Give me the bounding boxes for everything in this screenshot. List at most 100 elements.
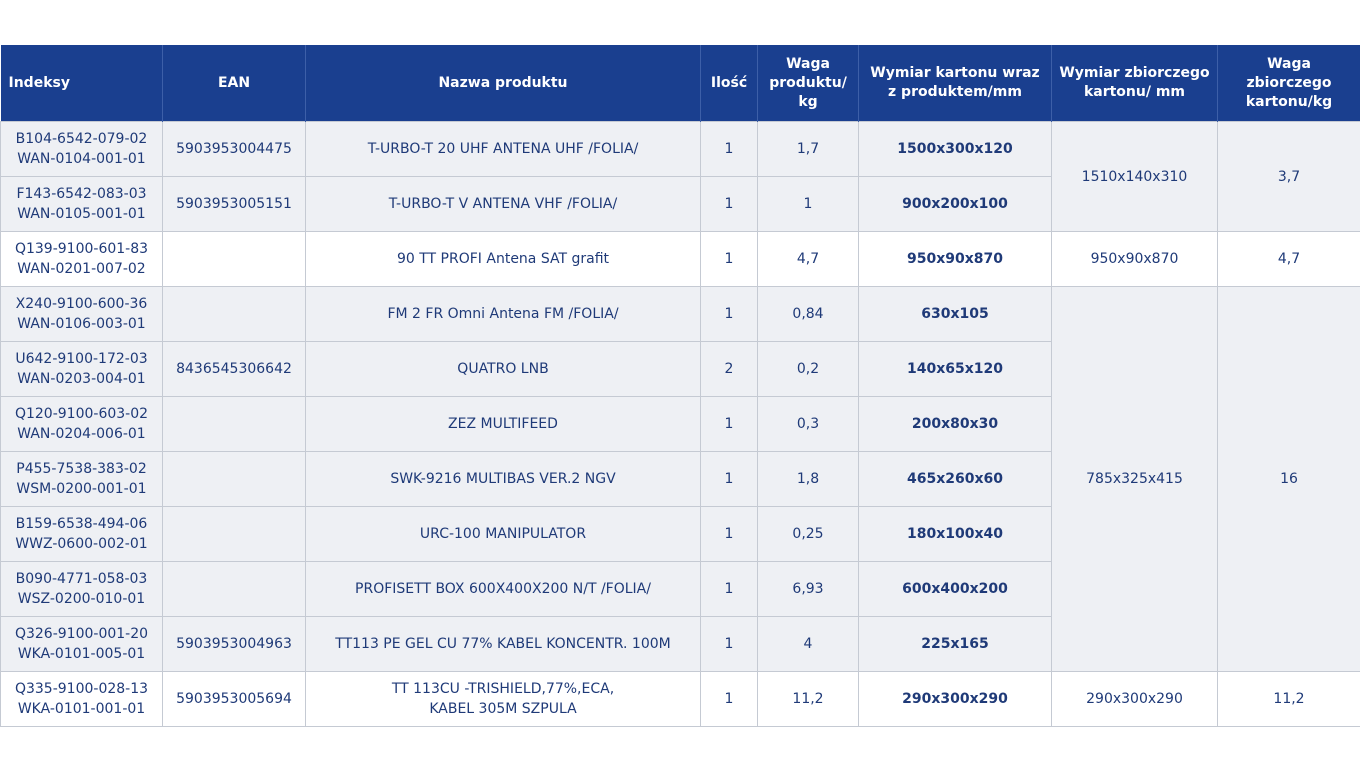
cell-indeksy: B159-6538-494-06 WWZ-0600-002-01 bbox=[0, 506, 163, 562]
table-row: B104-6542-079-02 WAN-0104-001-01 590395300… bbox=[0, 121, 1360, 232]
cell-wymiar-zbiorczego: 290x300x290 bbox=[1051, 671, 1218, 727]
cell-wymiar-kartonu: 290x300x290 bbox=[858, 671, 1052, 727]
index-code: Q326-9100-001-20 bbox=[14, 626, 149, 642]
header-waga-line: Waga bbox=[786, 55, 830, 72]
cell-ean: 8436545306642 bbox=[162, 341, 306, 397]
cell-product-name: 90 TT PROFI Antena SAT grafit bbox=[305, 231, 701, 287]
cell-ean: 5903953004475 bbox=[162, 121, 306, 177]
cell-waga-produktu: 0,3 bbox=[757, 396, 859, 452]
cell-wymiar-kartonu: 180x100x40 bbox=[858, 506, 1052, 562]
cell-product-name: QUATRO LNB bbox=[305, 341, 701, 397]
index-code: WKA-0101-005-01 bbox=[17, 646, 146, 662]
table-row: X240-9100-600-36 WAN-0106-003-01 FM 2 FR O… bbox=[0, 286, 1360, 672]
cell-ean bbox=[162, 396, 306, 452]
cell-ilosc: 1 bbox=[700, 561, 758, 617]
product-name-line: T-URBO-T 20 UHF ANTENA UHF /FOLIA/ bbox=[367, 141, 639, 157]
cell-ilosc: 2 bbox=[700, 341, 758, 397]
index-code: U642-9100-172-03 bbox=[15, 351, 148, 367]
index-code: B104-6542-079-02 bbox=[15, 131, 148, 147]
product-name-line: SWK-9216 MULTIBAS VER.2 NGV bbox=[390, 471, 616, 487]
cell-indeksy: X240-9100-600-36 WAN-0106-003-01 bbox=[0, 286, 163, 342]
product-table-container: Indeksy EAN Nazwa produktu Ilość Waga pr… bbox=[0, 45, 1360, 727]
cell-wymiar-kartonu: 225x165 bbox=[858, 616, 1052, 672]
cell-indeksy: Q120-9100-603-02 WAN-0204-006-01 bbox=[0, 396, 163, 452]
index-code: P455-7538-383-02 bbox=[16, 461, 147, 477]
cell-ean: 5903953005694 bbox=[162, 671, 306, 727]
table-row: F143-6542-083-03 WAN-0105-001-01 590395300… bbox=[0, 176, 1360, 232]
cell-product-name: T-URBO-T V ANTENA VHF /FOLIA/ bbox=[305, 176, 701, 232]
header-waga-produktu: Waga produktu/ kg bbox=[757, 45, 859, 122]
product-name-line: ZEZ MULTIFEED bbox=[448, 416, 558, 432]
cell-wymiar-kartonu: 200x80x30 bbox=[858, 396, 1052, 452]
cell-indeksy: Q335-9100-028-13 WKA-0101-001-01 bbox=[0, 671, 163, 727]
header-ean: EAN bbox=[162, 45, 306, 122]
index-code: WWZ-0600-002-01 bbox=[15, 536, 148, 552]
cell-ilosc: 1 bbox=[700, 231, 758, 287]
header-wymiar-kartonu-line: z produktem/mm bbox=[888, 84, 1022, 100]
header-waga-zbiorczego: Waga zbiorczego kartonu/kg bbox=[1217, 45, 1360, 122]
header-wymiar-zbiorczego-line: kartonu/ mm bbox=[1083, 84, 1186, 100]
index-code: Q139-9100-601-83 bbox=[14, 241, 149, 257]
index-code: WAN-0106-003-01 bbox=[17, 316, 146, 332]
product-name-line: TT113 PE GEL CU 77% KABEL KONCENTR. 100M bbox=[335, 636, 671, 652]
cell-waga-produktu: 1,7 bbox=[757, 121, 859, 177]
cell-waga-produktu: 0,2 bbox=[757, 341, 859, 397]
table-body: B104-6542-079-02 WAN-0104-001-01 590395300… bbox=[0, 121, 1360, 727]
header-wymiar-zbiorczego-line: Wymiar zbiorczego bbox=[1059, 65, 1210, 81]
cell-ean bbox=[162, 506, 306, 562]
header-waga-zbiorczego-line: zbiorczego bbox=[1246, 74, 1332, 91]
cell-waga-zbiorczego: 11,2 bbox=[1217, 671, 1360, 727]
cell-indeksy: U642-9100-172-03 WAN-0203-004-01 bbox=[0, 341, 163, 397]
index-code: B159-6538-494-06 bbox=[15, 516, 148, 532]
index-code: WAN-0105-001-01 bbox=[17, 206, 146, 222]
cell-wymiar-zbiorczego: 785x325x415 bbox=[1051, 286, 1218, 672]
product-name-line: TT 113CU -TRISHIELD,77%,ECA, bbox=[391, 681, 615, 697]
cell-waga-produktu: 11,2 bbox=[757, 671, 859, 727]
table-row: Q139-9100-601-83 WAN-0201-007-02 90 TT PRO… bbox=[0, 231, 1360, 287]
product-name-line: QUATRO LNB bbox=[457, 361, 549, 377]
cell-indeksy: B090-4771-058-03 WSZ-0200-010-01 bbox=[0, 561, 163, 617]
cell-ilosc: 1 bbox=[700, 451, 758, 507]
table-row: Q335-9100-028-13 WKA-0101-001-01 590395300… bbox=[0, 671, 1360, 727]
cell-waga-zbiorczego: 4,7 bbox=[1217, 231, 1360, 287]
cell-ean: 5903953005151 bbox=[162, 176, 306, 232]
cell-wymiar-kartonu: 140x65x120 bbox=[858, 341, 1052, 397]
cell-product-name: FM 2 FR Omni Antena FM /FOLIA/ bbox=[305, 286, 701, 342]
cell-ean bbox=[162, 286, 306, 342]
index-code: WSZ-0200-010-01 bbox=[17, 591, 146, 607]
index-code: X240-9100-600-36 bbox=[15, 296, 148, 312]
cell-product-name: PROFISETT BOX 600X400X200 N/T /FOLIA/ bbox=[305, 561, 701, 617]
header-wymiar-zbiorczego: Wymiar zbiorczego kartonu/ mm bbox=[1051, 45, 1218, 122]
index-code: WSM-0200-001-01 bbox=[16, 481, 147, 497]
cell-wymiar-kartonu: 600x400x200 bbox=[858, 561, 1052, 617]
header-row: Indeksy EAN Nazwa produktu Ilość Waga pr… bbox=[0, 45, 1360, 122]
index-code: WAN-0203-004-01 bbox=[17, 371, 146, 387]
cell-waga-zbiorczego: 16 bbox=[1217, 286, 1360, 672]
table-row: Q326-9100-001-20 WKA-0101-005-01 590395300… bbox=[0, 616, 1360, 672]
cell-ean: 5903953004963 bbox=[162, 616, 306, 672]
cell-product-name: SWK-9216 MULTIBAS VER.2 NGV bbox=[305, 451, 701, 507]
cell-ilosc: 1 bbox=[700, 506, 758, 562]
cell-waga-produktu: 1 bbox=[757, 176, 859, 232]
index-code: WAN-0104-001-01 bbox=[17, 151, 146, 167]
cell-indeksy: B104-6542-079-02 WAN-0104-001-01 bbox=[0, 121, 163, 177]
index-code: WAN-0204-006-01 bbox=[17, 426, 146, 442]
product-name-line: URC-100 MANIPULATOR bbox=[419, 526, 587, 542]
header-waga-line: produktu/ bbox=[769, 74, 847, 91]
header-waga-zbiorczego-line: Waga bbox=[1267, 55, 1311, 72]
cell-wymiar-zbiorczego: 1510x140x310 bbox=[1051, 121, 1218, 232]
cell-indeksy: Q326-9100-001-20 WKA-0101-005-01 bbox=[0, 616, 163, 672]
index-code: Q335-9100-028-13 bbox=[14, 681, 149, 697]
cell-ilosc: 1 bbox=[700, 671, 758, 727]
cell-wymiar-kartonu: 630x105 bbox=[858, 286, 1052, 342]
product-name-line: KABEL 305M SZPULA bbox=[429, 701, 577, 717]
product-name-line: PROFISETT BOX 600X400X200 N/T /FOLIA/ bbox=[355, 581, 651, 597]
cell-ilosc: 1 bbox=[700, 396, 758, 452]
cell-waga-zbiorczego: 3,7 bbox=[1217, 121, 1360, 232]
product-name-line: 90 TT PROFI Antena SAT grafit bbox=[396, 251, 610, 267]
product-name-line: FM 2 FR Omni Antena FM /FOLIA/ bbox=[387, 306, 619, 322]
cell-indeksy: Q139-9100-601-83 WAN-0201-007-02 bbox=[0, 231, 163, 287]
product-name-line: T-URBO-T V ANTENA VHF /FOLIA/ bbox=[388, 196, 618, 212]
cell-indeksy: P455-7538-383-02 WSM-0200-001-01 bbox=[0, 451, 163, 507]
cell-ean bbox=[162, 451, 306, 507]
